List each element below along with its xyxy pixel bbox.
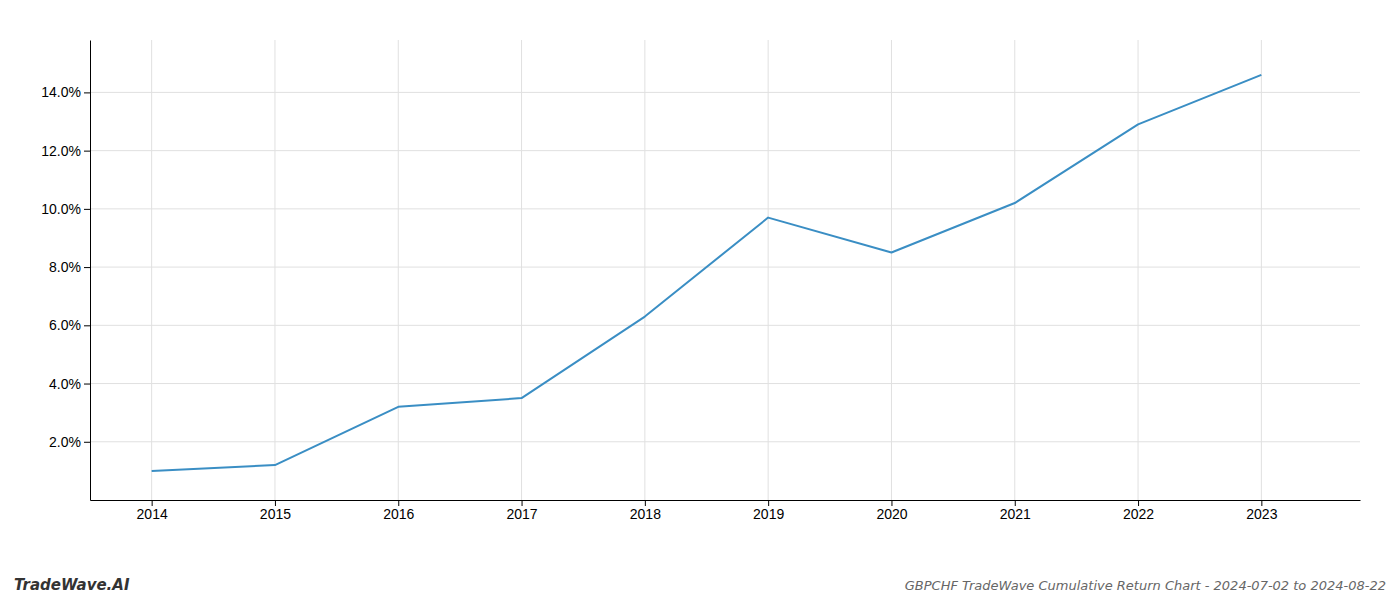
x-tick: 2016 <box>383 500 414 522</box>
x-tick: 2014 <box>137 500 168 522</box>
x-tick: 2023 <box>1246 500 1277 522</box>
x-axis-line <box>91 500 1361 501</box>
x-tick-label: 2018 <box>630 506 661 522</box>
x-tick: 2019 <box>753 500 784 522</box>
x-tick-label: 2014 <box>137 506 168 522</box>
grid-line-x <box>1261 40 1262 500</box>
grid-line-y <box>90 92 1360 93</box>
y-tick: 4.0% <box>49 376 90 392</box>
y-tick-label: 12.0% <box>41 143 81 159</box>
grid-line-x <box>274 40 275 500</box>
title: GBPCHF TradeWave Cumulative Return Chart… <box>905 578 1386 593</box>
x-tick: 2020 <box>876 500 907 522</box>
grid-line-y <box>90 325 1360 326</box>
y-tick-mark <box>84 209 90 210</box>
y-tick: 6.0% <box>49 317 90 333</box>
y-tick-mark <box>84 267 90 268</box>
y-tick-label: 14.0% <box>41 84 81 100</box>
y-tick-label: 6.0% <box>49 317 81 333</box>
x-tick-label: 2021 <box>1000 506 1031 522</box>
plot-area: 2014 2015 2016 2017 2018 2019 2020 2021 2022 2023… <box>41 40 1360 522</box>
y-tick-label: 10.0% <box>41 201 81 217</box>
line <box>152 75 1262 471</box>
x-axis: 2014 2015 2016 2017 2018 2019 2020 2021 2022 2023 <box>91 500 1361 522</box>
grid-line-x <box>768 40 769 500</box>
x-tick: 2018 <box>630 500 661 522</box>
grid-line-y <box>90 383 1360 384</box>
grid-line-x <box>521 40 522 500</box>
y-tick: 2.0% <box>49 434 90 450</box>
y-tick-label: 4.0% <box>49 376 81 392</box>
watermark: TradeWave.AI <box>14 576 130 594</box>
grid-line-y <box>90 150 1360 151</box>
x-tick: 2017 <box>506 500 537 522</box>
grid-line-x <box>1014 40 1015 500</box>
y-tick: 10.0% <box>41 201 90 217</box>
y-axis: 2.0% 4.0% 6.0% 8.0% 10.0% 12.0% 14.0% <box>41 41 90 501</box>
x-tick-label: 2016 <box>383 506 414 522</box>
y-tick-mark <box>84 325 90 326</box>
x-tick-label: 2022 <box>1123 506 1154 522</box>
y-tick-mark <box>84 151 90 152</box>
y-tick-label: 2.0% <box>49 434 81 450</box>
y-tick-mark <box>84 442 90 443</box>
x-tick-label: 2017 <box>506 506 537 522</box>
grid-line-x <box>644 40 645 500</box>
y-tick-mark <box>84 92 90 93</box>
grid-line-y <box>90 267 1360 268</box>
marks <box>152 75 1262 471</box>
grid <box>90 40 1360 500</box>
y-tick: 12.0% <box>41 143 90 159</box>
grid-line-x <box>398 40 399 500</box>
x-tick-label: 2015 <box>260 506 291 522</box>
y-axis-line <box>90 41 91 501</box>
grid-line-y <box>90 441 1360 442</box>
x-tick: 2021 <box>1000 500 1031 522</box>
x-tick: 2015 <box>260 500 291 522</box>
x-tick-label: 2020 <box>876 506 907 522</box>
chart: 2014 2015 2016 2017 2018 2019 2020 2021 2022 2023… <box>0 0 1400 600</box>
y-tick: 8.0% <box>49 259 90 275</box>
y-tick-label: 8.0% <box>49 259 81 275</box>
grid-line-x <box>1138 40 1139 500</box>
x-tick-label: 2023 <box>1246 506 1277 522</box>
x-tick-label: 2019 <box>753 506 784 522</box>
grid-line-x <box>891 40 892 500</box>
y-tick: 14.0% <box>41 84 90 100</box>
grid-line-y <box>90 208 1360 209</box>
grid-line-x <box>151 40 152 500</box>
y-tick-mark <box>84 384 90 385</box>
x-tick: 2022 <box>1123 500 1154 522</box>
